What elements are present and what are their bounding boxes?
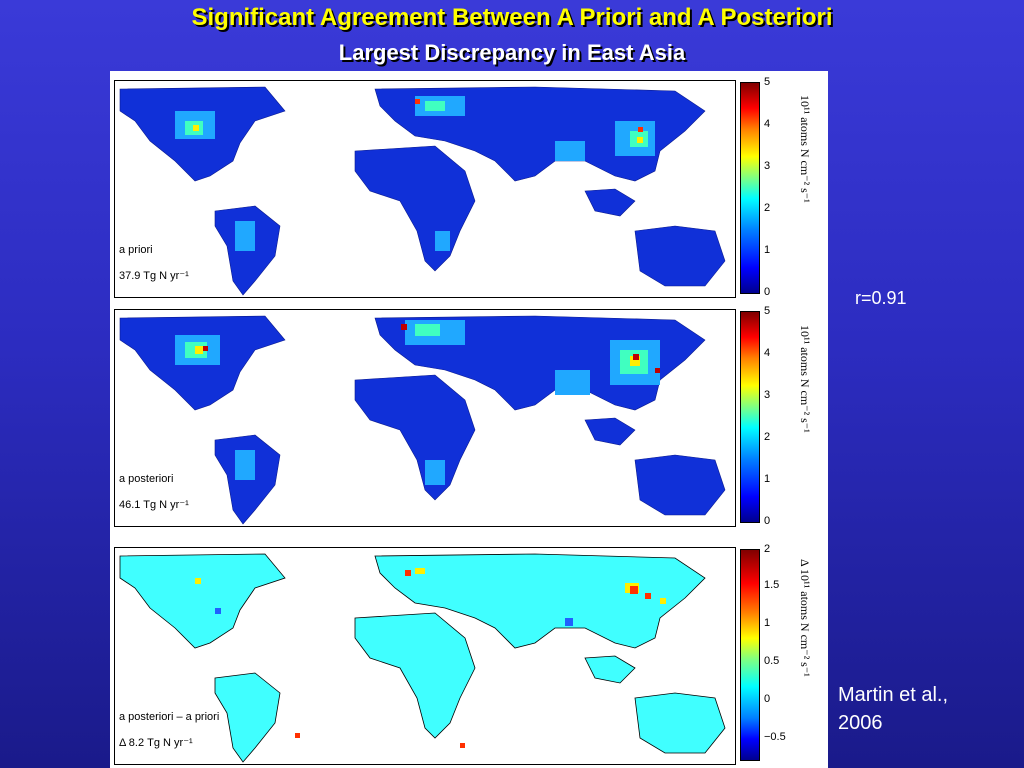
panel-label-name: a posteriori – a priori (119, 711, 220, 723)
tick: −0.5 (764, 731, 786, 743)
colorbar-a-priori (740, 82, 760, 294)
tick: 0 (764, 286, 771, 298)
tick: 0 (764, 515, 771, 527)
map-panel-a-posteriori: a posteriori 46.1 Tg N yr⁻¹ (114, 309, 736, 527)
world-map-a-priori (115, 81, 735, 297)
slide-title: Significant Agreement Between A Priori a… (191, 4, 833, 31)
world-map-a-posteriori (115, 310, 735, 526)
tick: 3 (764, 389, 771, 401)
tick: 1.5 (764, 579, 780, 591)
tick: 1 (764, 617, 771, 629)
tick: 4 (764, 118, 771, 130)
tick: 1 (764, 244, 771, 256)
map-panel-a-priori: a priori 37.9 Tg N yr⁻¹ (114, 80, 736, 298)
world-map-difference (115, 548, 735, 764)
slide-subtitle: Largest Discrepancy in East Asia (338, 40, 686, 65)
panel-label-name: a priori (119, 244, 153, 256)
colorbar-a-posteriori (740, 311, 760, 523)
tick: 2 (764, 431, 771, 443)
panel-label-total: 37.9 Tg N yr⁻¹ (119, 270, 189, 282)
map-panel-difference: a posteriori – a priori Δ 8.2 Tg N yr⁻¹ (114, 547, 736, 765)
panel-label-total: 46.1 Tg N yr⁻¹ (119, 499, 189, 511)
tick: 3 (764, 160, 771, 172)
citation-line2: 2006 (838, 712, 883, 734)
tick: 4 (764, 347, 771, 359)
tick: 5 (764, 76, 771, 88)
citation-line1: Martin et al., (838, 684, 949, 706)
panel-label-total: Δ 8.2 Tg N yr⁻¹ (119, 737, 193, 749)
tick: 0.5 (764, 655, 780, 667)
tick: 2 (764, 543, 771, 555)
tick: 2 (764, 202, 771, 214)
tick: 0 (764, 693, 771, 705)
unit-label: 10¹¹ atoms N cm⁻² s⁻¹ (798, 95, 812, 203)
tick: 5 (764, 305, 771, 317)
colorbar-difference (740, 549, 760, 761)
figure: a priori 37.9 Tg N yr⁻¹ 5 4 3 2 1 0 10¹¹… (110, 71, 828, 768)
correlation-label: r=0.91 (855, 288, 907, 308)
panel-label-name: a posteriori (119, 473, 174, 485)
tick: 1 (764, 473, 771, 485)
unit-label: Δ 10¹¹ atoms N cm⁻² s⁻¹ (798, 559, 812, 677)
unit-label: 10¹¹ atoms N cm⁻² s⁻¹ (798, 325, 812, 433)
